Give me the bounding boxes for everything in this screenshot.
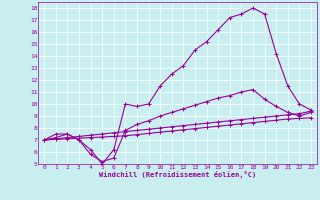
X-axis label: Windchill (Refroidissement éolien,°C): Windchill (Refroidissement éolien,°C) bbox=[99, 171, 256, 178]
